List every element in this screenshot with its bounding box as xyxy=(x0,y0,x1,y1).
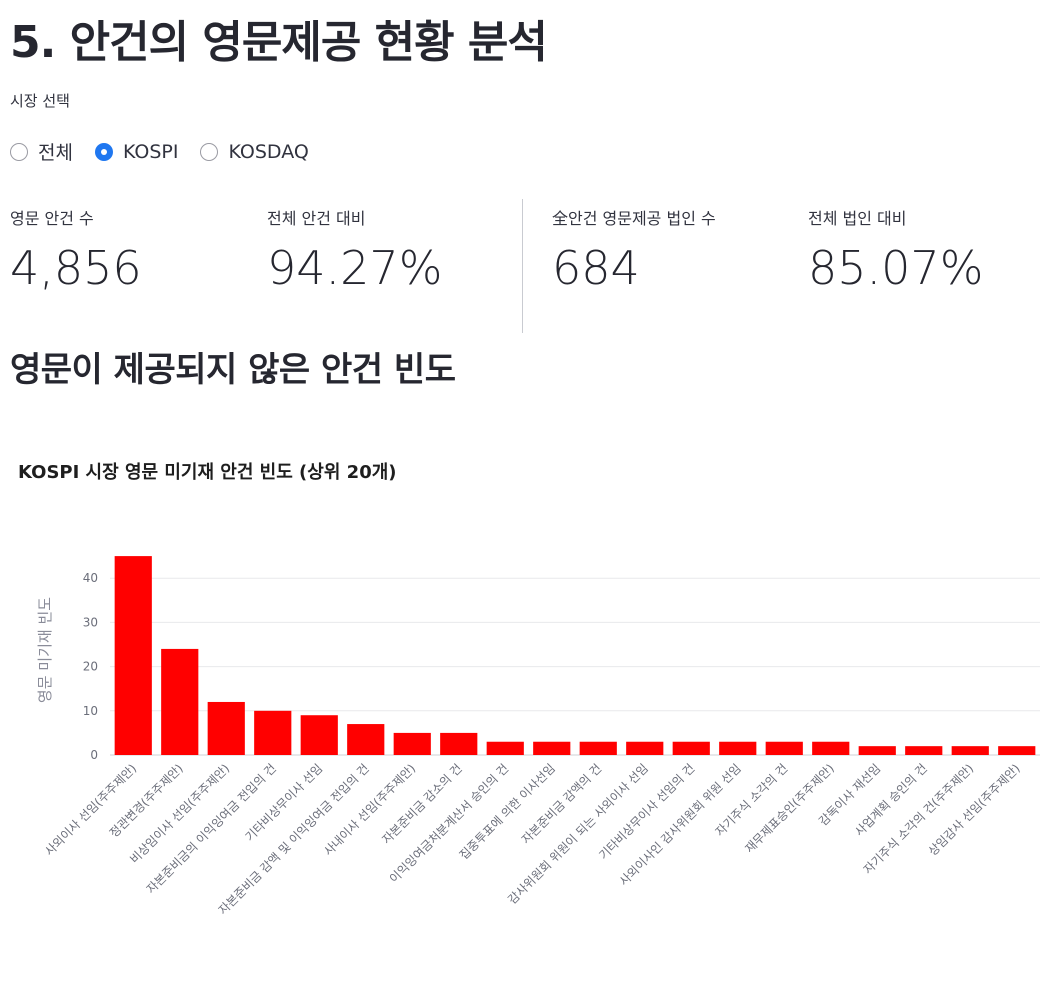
bar[interactable] xyxy=(579,741,617,755)
x-tick-label: 사외이사 선임(주주제안) xyxy=(42,761,139,858)
bar[interactable] xyxy=(254,710,292,755)
x-tick-label: 상임감사 선임(주주제안) xyxy=(926,761,1023,858)
bar[interactable] xyxy=(207,701,245,755)
metric-label: 全안건 영문제공 법인 수 xyxy=(552,209,716,228)
bar[interactable] xyxy=(905,746,943,755)
y-tick-label: 30 xyxy=(83,615,98,629)
section-title: 영문이 제공되지 않은 안건 빈도 xyxy=(10,350,456,390)
market-radio-group: 전체 KOSPI KOSDAQ xyxy=(10,138,309,165)
metric-companies-ratio: 전체 법인 대비 85.07% xyxy=(808,205,983,295)
bar[interactable] xyxy=(998,746,1036,755)
bar[interactable] xyxy=(393,732,431,755)
bar-chart: 0 10 20 30 40 사외이사 선임(주주제안)정관변경(주주제안)비상임이사 선… xyxy=(36,556,1040,917)
metric-label: 영문 안건 수 xyxy=(10,209,94,228)
bar[interactable] xyxy=(300,715,338,755)
bar[interactable] xyxy=(812,741,850,755)
x-tick-label: 기타비상무이사 선임 xyxy=(243,761,326,844)
chart-y-ticks: 0 10 20 30 40 xyxy=(83,571,98,762)
y-tick-label: 0 xyxy=(90,748,98,762)
bar[interactable] xyxy=(719,741,757,755)
chart-bars xyxy=(114,556,1036,755)
metric-label: 전체 안건 대비 xyxy=(267,209,366,228)
metric-value: 94.27% xyxy=(267,241,443,295)
chart-x-ticks: 사외이사 선임(주주제안)정관변경(주주제안)비상임이사 선임(주주제안)자본준… xyxy=(42,761,1023,917)
radio-option-label: KOSDAQ xyxy=(228,140,309,163)
radio-option-all[interactable]: 전체 xyxy=(10,138,73,165)
bar[interactable] xyxy=(347,724,385,755)
metric-value: 684 xyxy=(552,241,640,295)
x-tick-label: 재무제표승인(주주제안) xyxy=(742,761,837,856)
metric-value: 4,856 xyxy=(10,241,142,295)
radio-option-kosdaq[interactable]: KOSDAQ xyxy=(200,140,309,163)
chart-gridlines xyxy=(110,577,1040,756)
metric-full-english-companies: 全안건 영문제공 법인 수 684 xyxy=(552,205,716,295)
metric-value: 85.07% xyxy=(808,241,984,295)
bar[interactable] xyxy=(765,741,803,755)
bar[interactable] xyxy=(951,746,989,755)
bar[interactable] xyxy=(486,741,524,755)
market-select-label: 시장 선택 xyxy=(10,92,70,110)
radio-option-label: KOSPI xyxy=(122,140,179,163)
radio-option-kospi[interactable]: KOSPI xyxy=(94,140,179,163)
metric-english-items-count: 영문 안건 수 4,856 xyxy=(10,205,142,295)
y-tick-label: 10 xyxy=(83,704,98,718)
metric-english-items-ratio: 전체 안건 대비 94.27% xyxy=(267,205,442,295)
bar[interactable] xyxy=(858,746,896,755)
chart-title: KOSPI 시장 영문 미기재 안건 빈도 (상위 20개) xyxy=(18,462,397,483)
metric-label: 전체 법인 대비 xyxy=(808,209,907,228)
chart-y-axis-label: 영문 미기재 빈도 xyxy=(36,597,54,703)
radio-button-icon[interactable] xyxy=(200,142,219,161)
x-tick-label: 자본준비금 감소의 건 xyxy=(379,761,465,847)
bar[interactable] xyxy=(626,741,664,755)
radio-button-icon[interactable] xyxy=(10,142,28,161)
bar[interactable] xyxy=(672,741,710,755)
bar[interactable] xyxy=(533,741,571,755)
y-tick-label: 20 xyxy=(83,660,98,674)
bar[interactable] xyxy=(114,556,152,755)
metric-divider xyxy=(522,199,523,333)
page-title: 5. 안건의 영문제공 현황 분석 xyxy=(10,17,548,68)
y-tick-label: 40 xyxy=(83,571,98,585)
x-tick-label: 사내이사 선임(주주제안) xyxy=(321,761,418,858)
bar[interactable] xyxy=(161,648,199,755)
radio-option-label: 전체 xyxy=(38,142,73,164)
bar[interactable] xyxy=(440,732,478,755)
x-tick-label: 자본준비금 감액의 건 xyxy=(519,761,605,847)
radio-button-selected-icon[interactable] xyxy=(94,142,113,161)
